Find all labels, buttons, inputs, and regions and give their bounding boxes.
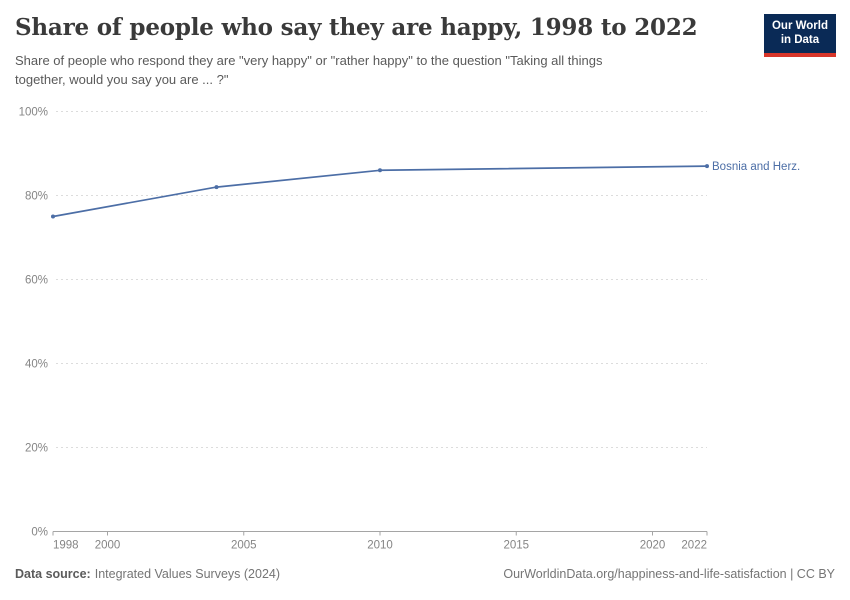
y-axis-tick-label: 100%: [19, 107, 48, 119]
data-point-marker: [378, 168, 382, 173]
chart-subtitle: Share of people who respond they are "ve…: [15, 53, 603, 87]
x-axis-tick-label: 2022: [681, 540, 707, 552]
x-axis-tick-label: 2020: [640, 540, 666, 552]
y-axis-tick-label: 60%: [25, 275, 48, 287]
series-label: Bosnia and Herz.: [712, 161, 800, 173]
data-source-value: Integrated Values Surveys (2024): [94, 567, 281, 581]
y-axis-tick-label: 40%: [25, 359, 48, 371]
y-axis-tick-label: 20%: [25, 443, 48, 455]
owid-logo-line2: in Data: [780, 34, 820, 47]
x-axis-tick-label: 2015: [503, 540, 529, 552]
y-axis-tick-label: 80%: [25, 191, 48, 203]
attribution-text: OurWorldinData.org/happiness-and-life-sa…: [503, 567, 835, 581]
data-source: Data source: Integrated Values Surveys (2…: [15, 567, 280, 581]
owid-logo-line1: Our World: [771, 20, 828, 32]
x-axis-tick-label: 2010: [367, 540, 393, 552]
x-axis-tick-label: 2000: [95, 540, 121, 552]
data-source-label: Data source:: [15, 567, 91, 581]
data-point-marker: [214, 185, 219, 190]
series-line: [52, 165, 708, 218]
page-title: Share of people who say they are happy, …: [15, 14, 698, 41]
x-axis-tick-label: 2005: [231, 540, 257, 552]
data-point-marker: [705, 164, 709, 169]
chart-footer: Data source: Integrated Values Surveys (2…: [15, 567, 835, 581]
y-axis-tick-label: 0%: [31, 527, 48, 539]
owid-logo: Our World in Data: [763, 14, 836, 57]
x-axis-tick-label: 1998: [53, 540, 79, 552]
data-point-marker: [51, 214, 55, 219]
